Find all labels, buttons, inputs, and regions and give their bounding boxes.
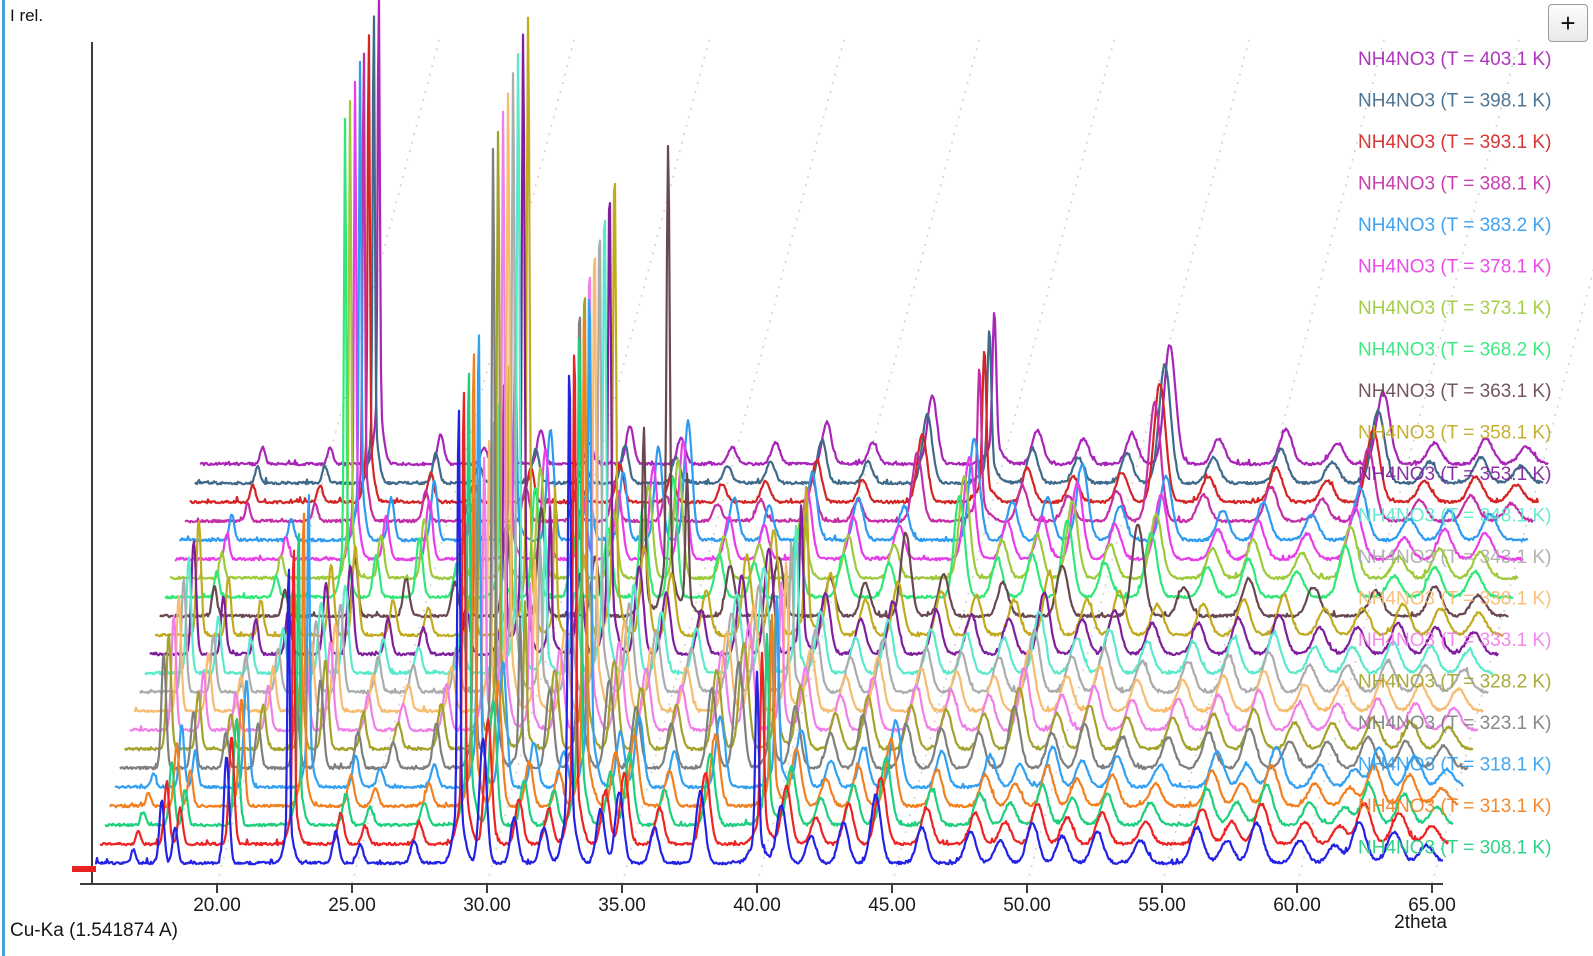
legend-item-388.1K[interactable]: NH4NO3 (T = 388.1 K) <box>1358 174 1551 195</box>
x-axis-tick-label: 40.00 <box>733 895 781 916</box>
legend-item-358.1K[interactable]: NH4NO3 (T = 358.1 K) <box>1358 423 1551 444</box>
trace-nh4no3-323.1K[interactable] <box>119 147 1469 771</box>
legend-item-373.1K[interactable]: NH4NO3 (T = 373.1 K) <box>1358 298 1551 319</box>
legend-item-398.1K[interactable]: NH4NO3 (T = 398.1 K) <box>1358 91 1551 112</box>
x-axis-tick-label: 25.00 <box>328 895 376 916</box>
legend-item-403.1K[interactable]: NH4NO3 (T = 403.1 K) <box>1358 49 1551 70</box>
legend-item-333.1K[interactable]: NH4NO3 (T = 333.1 K) <box>1358 630 1551 651</box>
trace-pattern-0[interactable] <box>94 374 1444 866</box>
window-edge <box>2 0 5 956</box>
trace-nh4no3-368.2K[interactable] <box>164 117 1514 600</box>
trace-nh4no3-398.1K[interactable] <box>194 15 1544 486</box>
legend-item-308.1K[interactable]: NH4NO3 (T = 308.1 K) <box>1358 838 1551 859</box>
anode-wavelength-label: Cu-Ka (1.541874 A) <box>10 920 178 941</box>
legend-item-328.2K[interactable]: NH4NO3 (T = 328.2 K) <box>1358 672 1551 693</box>
legend-item-368.2K[interactable]: NH4NO3 (T = 368.2 K) <box>1358 340 1551 361</box>
legend-item-348.1K[interactable]: NH4NO3 (T = 348.1 K) <box>1358 506 1551 527</box>
trace-nh4no3-333.1K[interactable] <box>129 110 1479 733</box>
trace-nh4no3-378.1K[interactable] <box>174 80 1524 562</box>
legend-item-363.1K[interactable]: NH4NO3 (T = 363.1 K) <box>1358 381 1551 402</box>
x-axis-tick-label: 50.00 <box>1003 895 1051 916</box>
legend-item-318.1K[interactable]: NH4NO3 (T = 318.1 K) <box>1358 755 1551 776</box>
trace-nh4no3-343.1K[interactable] <box>139 72 1489 695</box>
trace-nh4no3-393.1K[interactable] <box>189 34 1540 505</box>
x-axis-tick-label: 45.00 <box>868 895 916 916</box>
legend-item-383.2K[interactable]: NH4NO3 (T = 383.2 K) <box>1358 215 1551 236</box>
x-axis-tick-label: 20.00 <box>193 895 241 916</box>
x-axis-tick-label: 65.00 <box>1408 895 1456 916</box>
trace-nh4no3-373.1K[interactable] <box>169 99 1519 581</box>
trace-nh4no3-328.2K[interactable] <box>124 130 1474 752</box>
trace-nh4no3-358.1K[interactable] <box>154 16 1504 638</box>
x-axis-tick-label: 60.00 <box>1273 895 1321 916</box>
legend-item-393.1K[interactable]: NH4NO3 (T = 393.1 K) <box>1358 132 1551 153</box>
trace-nh4no3-403.1K[interactable] <box>199 0 1549 467</box>
trace-nh4no3-348.1K[interactable] <box>144 52 1494 676</box>
trace-nh4no3-383.2K[interactable] <box>179 60 1529 543</box>
legend-item-343.1K[interactable]: NH4NO3 (T = 343.1 K) <box>1358 547 1551 568</box>
legend-item-323.1K[interactable]: NH4NO3 (T = 323.1 K) <box>1358 713 1551 734</box>
y-axis-label: I rel. <box>10 6 44 25</box>
origin-intensity-marker <box>72 866 96 872</box>
x-axis-tick-label: 30.00 <box>463 895 511 916</box>
x-axis-tick-label: 35.00 <box>598 895 646 916</box>
legend-item-338.1K[interactable]: NH4NO3 (T = 338.1 K) <box>1358 589 1551 610</box>
trace-nh4no3-313.1K[interactable] <box>109 318 1459 809</box>
zoom-in-button[interactable]: + <box>1548 4 1588 42</box>
legend-item-378.1K[interactable]: NH4NO3 (T = 378.1 K) <box>1358 257 1551 278</box>
trace-nh4no3-338.1K[interactable] <box>133 92 1484 714</box>
legend-item-313.1K[interactable]: NH4NO3 (T = 313.1 K) <box>1358 796 1551 817</box>
trace-nh4no3-353.1K[interactable] <box>149 33 1499 657</box>
legend-item-353.1K[interactable]: NH4NO3 (T = 353.1 K) <box>1358 464 1551 485</box>
x-axis-label: 2theta <box>1394 912 1447 933</box>
trace-pattern-1[interactable] <box>99 354 1449 847</box>
x-axis-tick-label: 55.00 <box>1138 895 1186 916</box>
